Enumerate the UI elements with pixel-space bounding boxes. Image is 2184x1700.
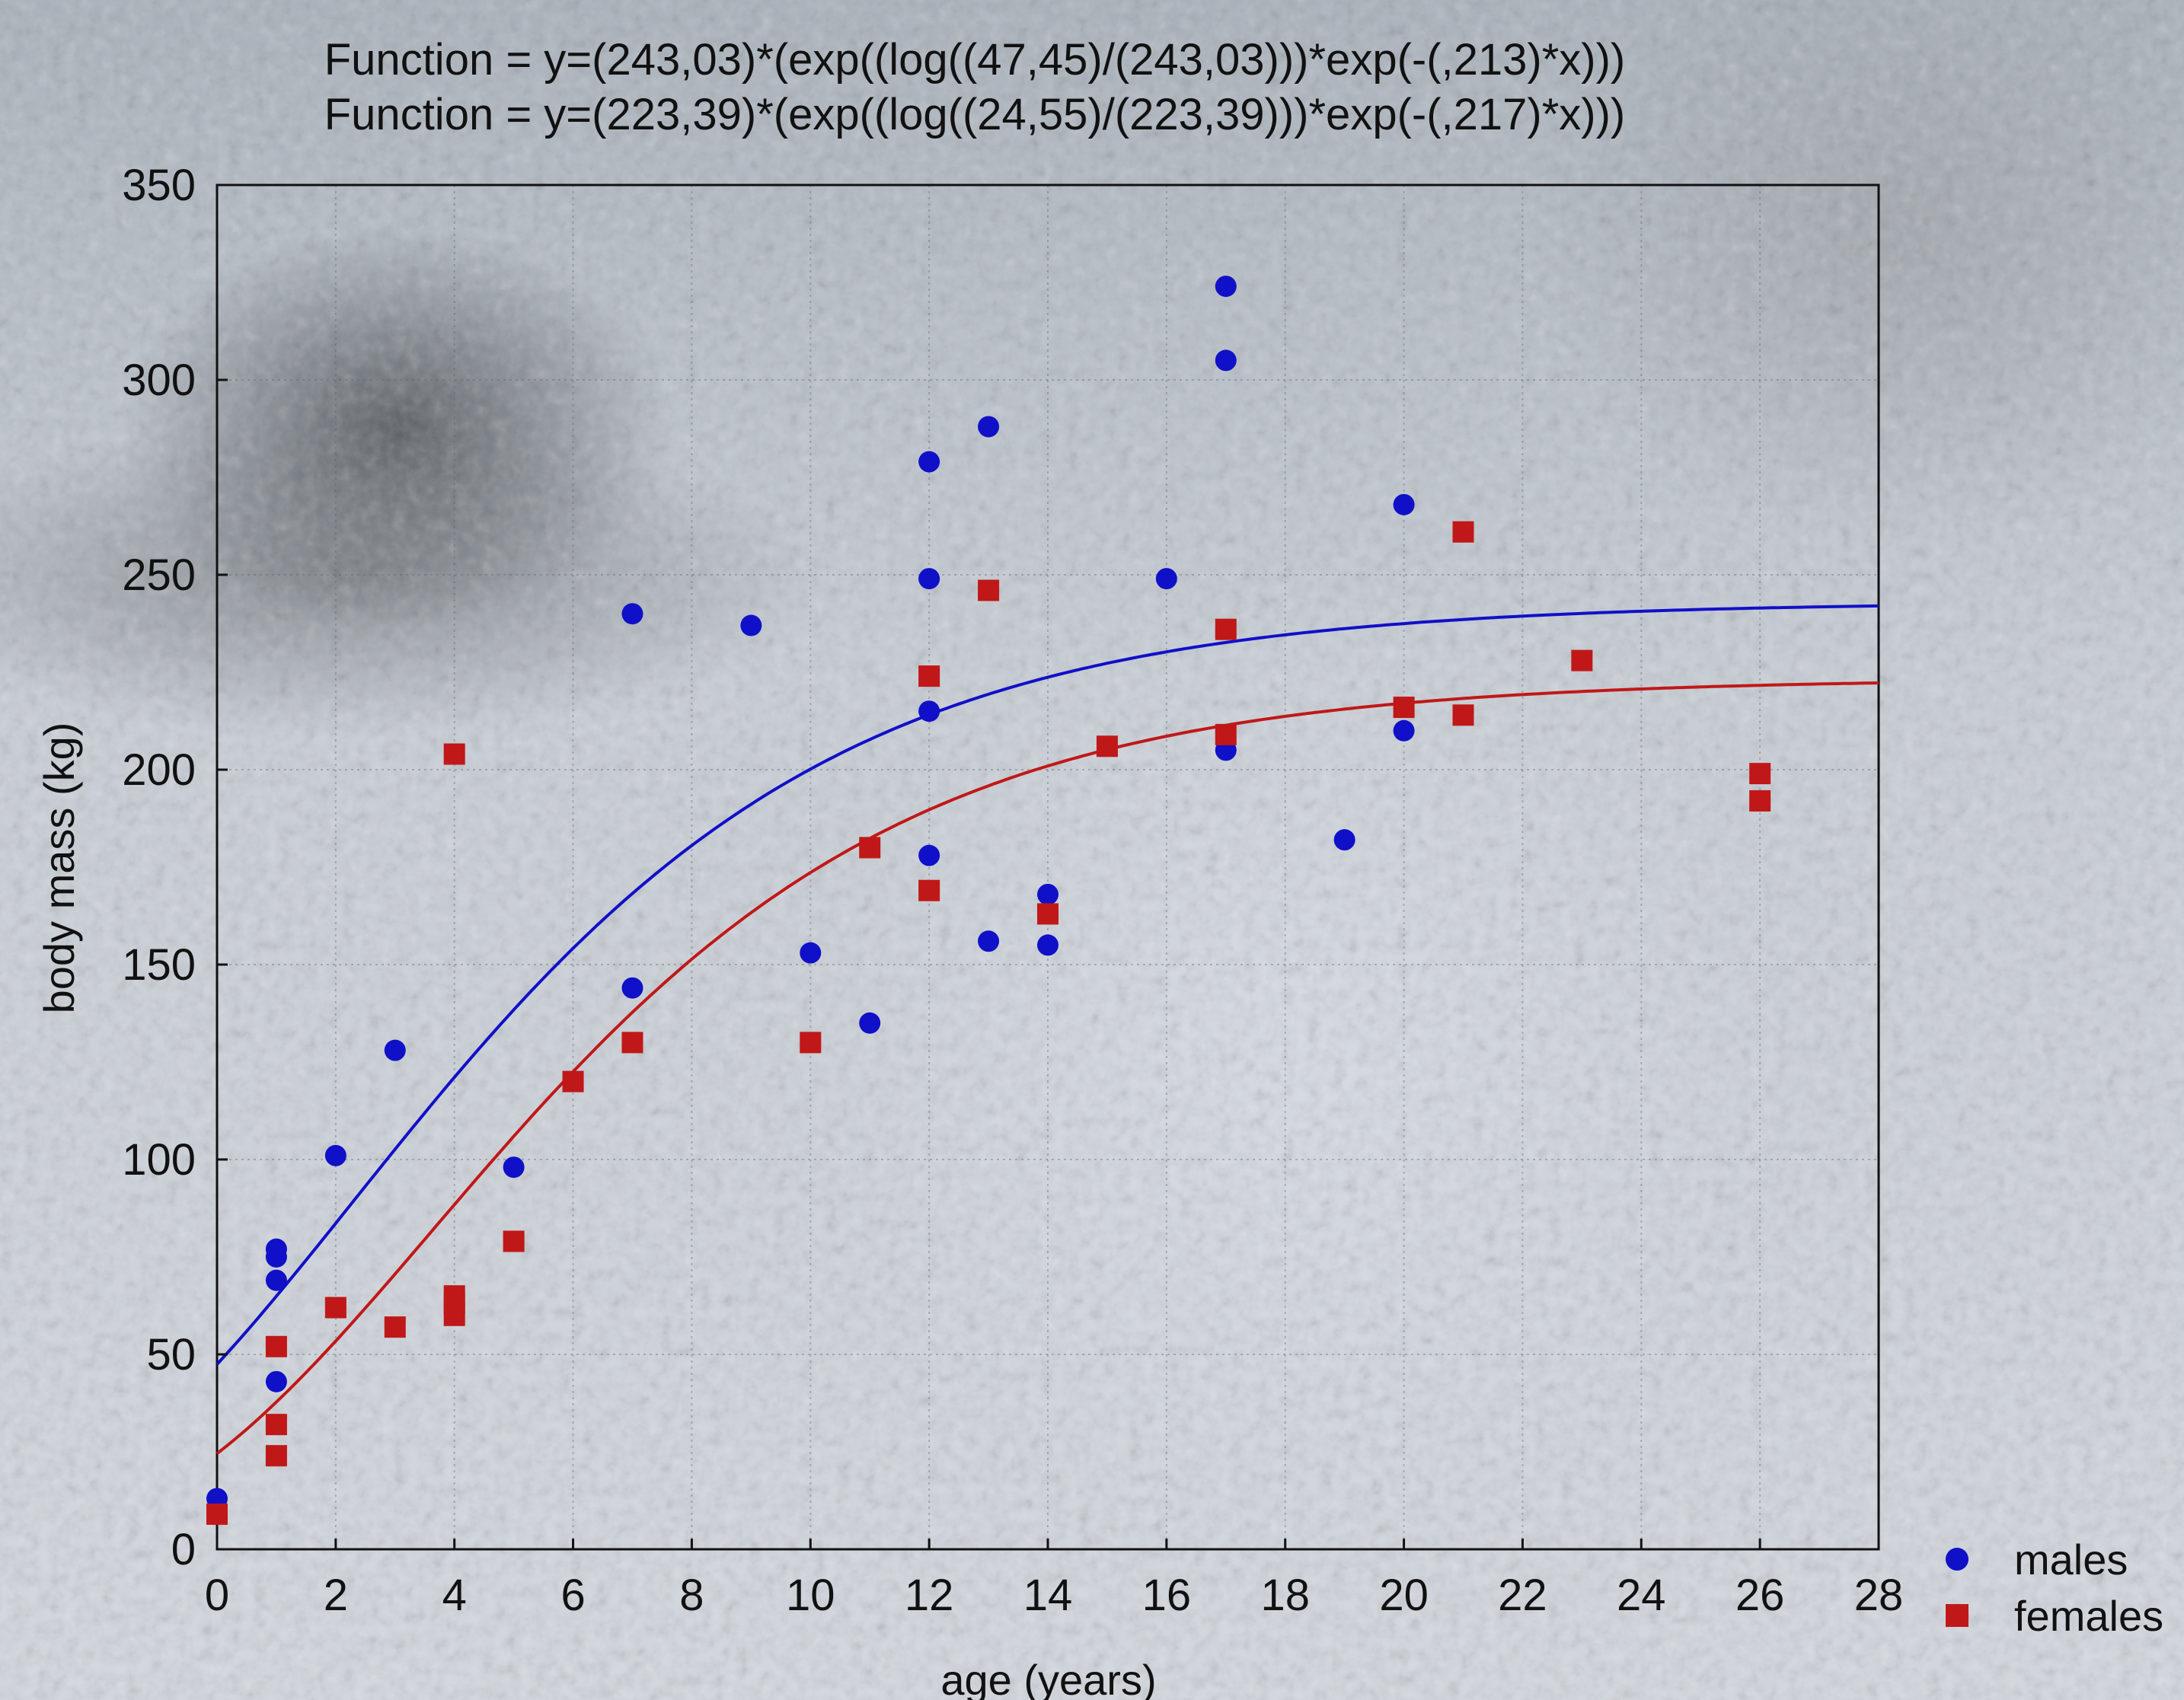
y-tick-label: 200 <box>122 745 196 795</box>
point-females <box>918 879 940 901</box>
point-males <box>621 603 643 625</box>
y-tick-label: 300 <box>122 356 196 405</box>
point-males <box>918 844 940 866</box>
x-tick-label: 12 <box>905 1571 954 1620</box>
x-tick-label: 6 <box>560 1571 585 1620</box>
x-tick-label: 4 <box>442 1571 467 1620</box>
x-tick-label: 26 <box>1735 1571 1785 1620</box>
point-females <box>918 665 940 687</box>
legend-marker-females <box>1946 1604 1968 1627</box>
grid-lines <box>216 184 1879 1550</box>
legend-label-males: males <box>2014 1536 2128 1584</box>
point-females <box>1215 618 1237 640</box>
x-tick-label: 18 <box>1260 1571 1310 1620</box>
point-females <box>503 1230 525 1252</box>
point-females <box>1452 704 1474 726</box>
point-females <box>265 1445 287 1467</box>
point-females <box>562 1070 584 1092</box>
fit-curves <box>216 604 1879 1455</box>
point-males <box>1037 883 1058 905</box>
x-tick-label: 28 <box>1854 1571 1904 1620</box>
point-females <box>206 1503 228 1525</box>
y-axis-label: body mass (kg) <box>35 722 83 1014</box>
point-males <box>1037 934 1058 956</box>
point-males <box>265 1370 287 1392</box>
point-females <box>1571 649 1593 671</box>
x-tick-label: 24 <box>1617 1571 1666 1620</box>
point-females <box>1215 723 1237 745</box>
point-females <box>324 1297 346 1319</box>
point-males <box>265 1246 287 1268</box>
x-tick-label: 22 <box>1498 1571 1547 1620</box>
fit-curve-males <box>216 604 1879 1366</box>
axis-ticks <box>216 183 1880 1551</box>
point-males <box>384 1039 406 1061</box>
point-females <box>265 1335 287 1357</box>
x-tick-label: 14 <box>1023 1571 1073 1620</box>
point-females <box>1749 789 1771 812</box>
point-males <box>1393 719 1415 742</box>
point-males <box>918 700 940 722</box>
fit-curve-females <box>216 681 1879 1455</box>
point-males <box>859 1012 881 1034</box>
point-males <box>918 568 940 590</box>
point-males <box>265 1269 287 1291</box>
point-females <box>443 743 465 765</box>
point-males <box>1215 349 1237 372</box>
point-males <box>503 1156 525 1179</box>
point-males <box>1333 829 1355 851</box>
x-tick-label: 10 <box>786 1571 835 1620</box>
point-males <box>1393 493 1415 515</box>
y-tick-label: 150 <box>122 940 196 990</box>
x-tick-label: 20 <box>1379 1571 1429 1620</box>
point-females <box>384 1316 406 1338</box>
point-males <box>1155 568 1177 590</box>
legend-marker-males <box>1946 1548 1968 1571</box>
point-females <box>978 579 1000 601</box>
point-females <box>1452 521 1474 543</box>
x-axis-label: age (years) <box>940 1656 1156 1700</box>
point-males <box>1215 276 1237 298</box>
point-males <box>324 1144 346 1166</box>
point-females <box>621 1032 643 1054</box>
point-females <box>800 1032 822 1054</box>
legend: males females <box>1946 1536 2163 1640</box>
formula-line-1: Function = y=(243,03)*(exp((log((47,45)/… <box>324 35 1625 85</box>
point-females <box>1393 697 1415 719</box>
point-females <box>1037 903 1058 925</box>
point-males <box>621 977 643 999</box>
x-tick-label: 0 <box>205 1571 229 1620</box>
point-females <box>1096 735 1118 758</box>
point-males <box>740 614 762 636</box>
point-males <box>918 451 940 473</box>
point-males <box>978 930 1000 952</box>
y-tick-label: 350 <box>122 161 196 210</box>
x-tick-label: 8 <box>679 1571 704 1620</box>
point-females <box>859 837 881 859</box>
point-females <box>265 1414 287 1436</box>
x-tick-labels: 0 2 4 6 8 10 12 14 16 18 20 22 24 26 28 <box>205 1571 1903 1620</box>
y-tick-labels: 0 50 100 150 200 250 300 350 <box>122 161 196 1574</box>
data-points <box>206 276 1771 1525</box>
y-tick-label: 50 <box>146 1330 196 1379</box>
legend-label-females: females <box>2014 1592 2163 1640</box>
formula-line-2: Function = y=(223,39)*(exp((log((24,55)/… <box>324 90 1625 139</box>
point-males <box>978 416 1000 438</box>
point-females <box>1749 763 1771 785</box>
x-tick-label: 2 <box>324 1571 348 1620</box>
x-tick-label: 16 <box>1142 1571 1192 1620</box>
y-tick-label: 100 <box>122 1135 196 1185</box>
point-males <box>800 942 822 964</box>
y-tick-label: 0 <box>171 1525 196 1574</box>
y-tick-label: 250 <box>122 550 196 600</box>
point-females <box>443 1304 465 1326</box>
